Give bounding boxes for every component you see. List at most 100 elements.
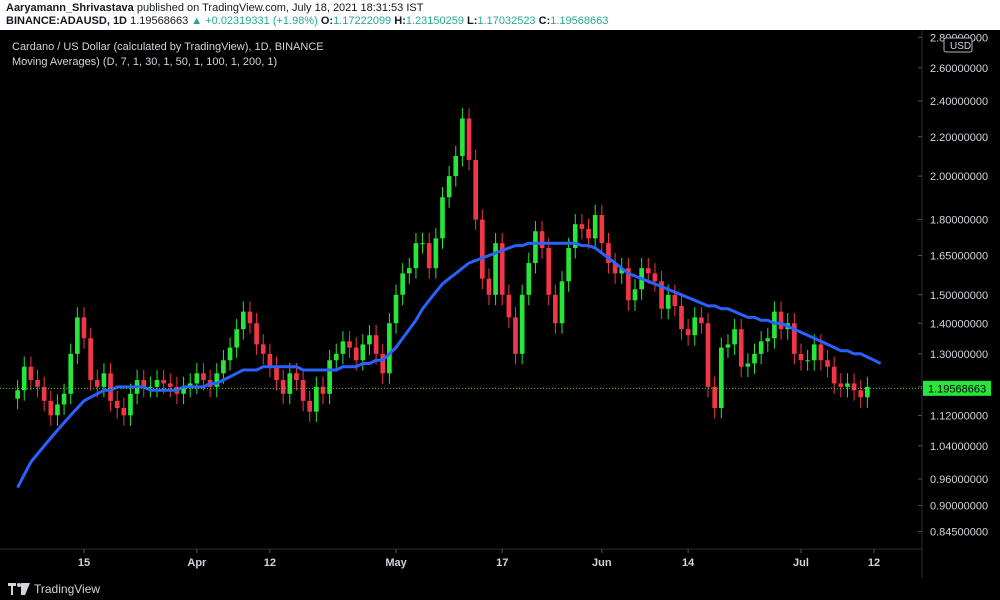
price-tick-label: 0.90000000 xyxy=(930,501,988,513)
candle-body xyxy=(858,390,864,398)
candle-body xyxy=(626,268,631,301)
candle-body xyxy=(732,329,737,345)
open-value: 1.17222099 xyxy=(333,15,392,27)
price-tick-label: 1.80000000 xyxy=(930,215,988,227)
change-value: +0.02319331 (+1.98%) xyxy=(205,15,318,27)
candle-body xyxy=(838,383,844,387)
time-tick-label: 12 xyxy=(868,557,880,569)
ma-legend[interactable]: Moving Averages) (D, 7, 1, 30, 1, 50, 1,… xyxy=(12,56,277,68)
candle-body xyxy=(340,341,346,354)
candle-body xyxy=(805,360,810,362)
candle-body xyxy=(612,263,618,274)
candle-body xyxy=(479,219,485,279)
candle-body xyxy=(201,373,206,381)
candle-body xyxy=(486,278,492,295)
footer: TradingView xyxy=(0,578,1000,600)
candle-body xyxy=(758,341,764,354)
candle-body xyxy=(659,281,664,309)
candle-body xyxy=(294,373,299,381)
candle-body xyxy=(506,294,512,318)
candle-body xyxy=(752,353,757,364)
candle-body xyxy=(48,400,54,416)
candle-body xyxy=(566,248,571,282)
candle-body xyxy=(792,323,797,354)
candle-body xyxy=(466,118,472,160)
candle-body xyxy=(705,323,711,387)
candle-body xyxy=(606,243,611,264)
candle-body xyxy=(28,366,34,381)
candle-body xyxy=(592,215,598,239)
candle-body xyxy=(387,323,392,374)
candle-body xyxy=(811,344,817,361)
publish-header: Aaryamann_Shrivastava published on Tradi… xyxy=(0,0,1000,30)
candle-body xyxy=(546,248,552,295)
price-tick-label: 1.04000000 xyxy=(930,441,988,453)
low-value: 1.17032523 xyxy=(477,15,536,27)
change-arrow-icon: ▲ xyxy=(191,15,203,27)
candle-body xyxy=(307,400,313,412)
tradingview-brand[interactable]: TradingView xyxy=(8,582,100,596)
candle-body xyxy=(41,386,47,401)
candle-body xyxy=(778,311,784,330)
price-tick-label: 1.65000000 xyxy=(930,250,988,262)
moving-average-line xyxy=(16,241,882,489)
price-tick-label: 0.96000000 xyxy=(930,474,988,486)
tradingview-logo-icon xyxy=(8,583,30,595)
candle-body xyxy=(61,393,67,405)
author-name[interactable]: Aaryamann_Shrivastava xyxy=(6,2,134,14)
time-tick-label: May xyxy=(385,557,407,569)
time-tick-label: 12 xyxy=(264,557,276,569)
candle-body xyxy=(234,329,240,348)
candle-body xyxy=(68,353,74,394)
symbol-label: BINANCE:ADAUSD, 1D xyxy=(6,15,128,27)
candle-body xyxy=(765,338,771,342)
price-tick-label: 1.50000000 xyxy=(930,290,988,302)
candle-body xyxy=(685,329,691,336)
candle-body xyxy=(679,305,684,330)
candle-body xyxy=(539,231,545,249)
last-price: 1.19568663 xyxy=(130,15,189,27)
price-tick-label: 0.84500000 xyxy=(930,527,988,539)
price-chart[interactable]: 2.800000002.600000002.400000002.20000000… xyxy=(0,30,1000,578)
candle-body xyxy=(825,360,830,367)
candles-layer xyxy=(15,108,870,426)
candle-body xyxy=(88,338,93,381)
price-tag-text: 1.19568663 xyxy=(928,383,986,395)
candle-body xyxy=(619,268,625,274)
candle-body xyxy=(406,268,412,274)
candle-body xyxy=(187,383,193,387)
candle-body xyxy=(227,347,233,361)
close-value: 1.19568663 xyxy=(550,15,609,27)
candle-body xyxy=(725,344,731,348)
high-value: 1.23150259 xyxy=(405,15,464,27)
candle-body xyxy=(287,373,293,394)
price-tag-box xyxy=(923,380,991,396)
candle-body xyxy=(599,215,605,244)
candle-body xyxy=(247,311,253,324)
candle-body xyxy=(420,243,425,245)
candle-body xyxy=(108,373,113,401)
candle-body xyxy=(446,176,452,198)
candle-body xyxy=(121,408,127,416)
candle-body xyxy=(526,263,532,295)
open-label: O: xyxy=(320,15,334,27)
candle-body xyxy=(865,386,870,398)
candle-body xyxy=(181,386,186,394)
candle-body xyxy=(260,344,266,354)
candle-body xyxy=(738,329,744,367)
candle-body xyxy=(35,380,40,387)
candle-body xyxy=(453,155,459,177)
currency-badge[interactable]: USD xyxy=(943,37,973,53)
price-tag: 1.19568663 xyxy=(923,380,991,396)
time-axis[interactable]: 15 Apr 12 May 17 Jun 14 Jul 12 xyxy=(78,549,880,569)
candle-body xyxy=(672,294,678,306)
candle-body xyxy=(128,393,133,416)
candle-body xyxy=(81,317,87,339)
candle-body xyxy=(413,243,419,269)
currency-label: USD xyxy=(950,41,971,52)
candle-body xyxy=(718,347,724,409)
candle-body xyxy=(586,228,591,239)
time-tick-label: 14 xyxy=(682,557,695,569)
candle-body xyxy=(851,383,857,391)
time-tick-label: Apr xyxy=(187,557,207,569)
